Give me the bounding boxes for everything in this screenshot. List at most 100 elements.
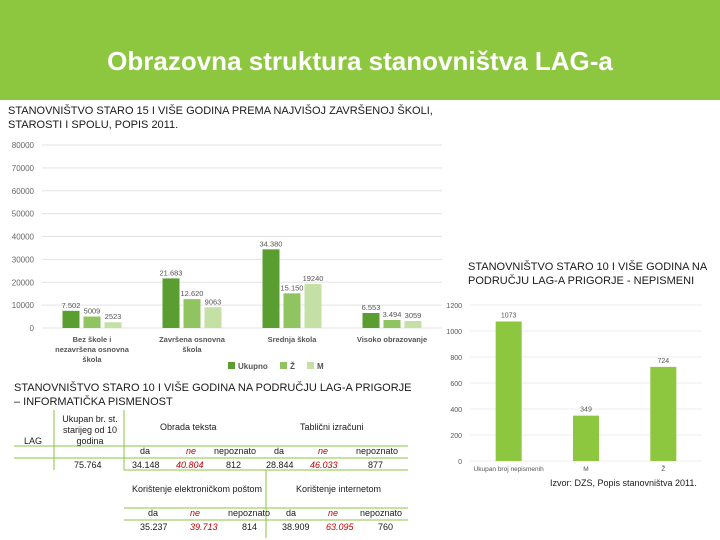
table-title: STANOVNIŠTVO STARO 10 I VIŠE GODINA NA P…	[14, 382, 412, 408]
bar	[204, 307, 222, 328]
title-bar: Obrazovna struktura stanovništva LAG-a	[0, 0, 720, 100]
bar	[83, 316, 101, 328]
text-nepoznato: 812	[226, 460, 242, 470]
category-label: škola	[82, 355, 102, 364]
email-nepoznato: 814	[242, 522, 258, 532]
bar	[573, 415, 599, 461]
data-label: 7.502	[62, 301, 81, 310]
y-tick-label: 50000	[12, 210, 35, 219]
group-header-email: Korištenje elektroničkom poštom	[132, 484, 263, 494]
sub-header-nepoznato: nepoznato	[360, 508, 403, 518]
y-tick-label: 200	[450, 433, 462, 440]
group-header-internet: Korištenje internetom	[296, 484, 382, 494]
total-value: 75.764	[74, 460, 102, 470]
y-tick-label: 400	[450, 407, 462, 414]
bar	[283, 293, 301, 328]
chart2-title: STANOVNIŠTVO STARO 10 I VIŠE GODINA NA P…	[468, 261, 707, 287]
education-bar-chart: 0 10000 20000 30000 40000 50000 60000 70000 8000…	[12, 141, 442, 371]
y-tick-label: 40000	[12, 233, 35, 242]
internet-nepoznato: 760	[378, 522, 394, 532]
category-label: nezavršena osnovna	[55, 345, 130, 354]
category-label: Visoko obrazovanje	[357, 335, 427, 344]
text-ne: 40.804	[176, 460, 204, 470]
bar	[304, 283, 322, 328]
bar	[404, 321, 422, 328]
legend-label: Ž	[290, 362, 295, 371]
source-note: Izvor: DZS, Popis stanovništva 2011.	[550, 478, 697, 488]
bar	[183, 299, 201, 328]
total-header: Ukupan br. st. starijeg od 10 godina	[62, 414, 118, 446]
bar	[650, 366, 677, 461]
y-tick-label: 1200	[446, 303, 462, 310]
table-grid	[14, 410, 408, 538]
bar	[104, 322, 122, 328]
category-label: Bez škole i	[73, 335, 112, 344]
y-tick-label: 30000	[12, 255, 35, 264]
legend-label: Ukupno	[238, 362, 268, 371]
y-tick-label: 60000	[12, 187, 35, 196]
sub-header-ne: ne	[190, 508, 201, 518]
data-label: 6.553	[362, 303, 381, 312]
group-header-text: Obrada teksta	[160, 422, 217, 432]
sub-header-da: da	[148, 508, 159, 518]
sub-header-ne: ne	[328, 508, 339, 518]
data-label: 15.150	[281, 283, 304, 292]
slide-title: Obrazovna struktura stanovništva LAG-a	[107, 46, 613, 76]
bar	[383, 320, 401, 328]
internet-da: 38.909	[282, 522, 310, 532]
sub-header-nepoznato: nepoznato	[228, 508, 271, 518]
y-tick-label: 80000	[12, 141, 35, 150]
sub-header-da: da	[286, 508, 297, 518]
y-tick-label: 1000	[446, 329, 462, 336]
data-label: 12.620	[181, 289, 204, 298]
data-label: 724	[657, 358, 669, 365]
illiteracy-bar-chart: 0 200 400 600 800 1000 1200 1073 Ukupan broj nep…	[446, 303, 702, 473]
data-label: 19240	[303, 274, 324, 283]
data-label: 9063	[205, 297, 222, 306]
sub-header-nepoznato: nepoznato	[214, 446, 257, 456]
legend-swatch	[228, 362, 235, 369]
data-label: 21.683	[160, 268, 183, 277]
data-label: 2523	[105, 312, 122, 321]
bar	[62, 310, 80, 328]
sub-header-ne: ne	[186, 446, 197, 456]
y-tick-label: 800	[450, 355, 462, 362]
category-label: škola	[182, 345, 202, 354]
bar	[362, 313, 380, 328]
category-label: Ukupan broj nepismenih	[474, 466, 544, 473]
tables-nepoznato: 877	[368, 460, 384, 470]
email-ne: 39.713	[190, 522, 218, 532]
legend-swatch	[280, 362, 287, 369]
chart1-title: STANOVNIŠTVO STARO 15 I VIŠE GODINA PREM…	[8, 105, 433, 131]
data-label: 3.494	[383, 310, 402, 319]
y-tick-label: 600	[450, 381, 462, 388]
bar	[495, 321, 522, 461]
y-tick-label: 70000	[12, 164, 35, 173]
category-label: Završena osnovna	[159, 335, 226, 344]
category-label: Srednja škola	[268, 335, 318, 344]
y-tick-label: 10000	[12, 301, 35, 310]
data-label: 5009	[84, 307, 101, 316]
legend-label: M	[317, 362, 324, 371]
tables-da: 28.844	[266, 460, 294, 470]
bar	[262, 249, 280, 328]
category-label: M	[583, 466, 588, 473]
bar	[162, 278, 180, 328]
legend-swatch	[307, 362, 314, 369]
email-da: 35.237	[140, 522, 168, 532]
internet-ne: 63.095	[326, 522, 354, 532]
sub-header-da: da	[274, 446, 285, 456]
y-tick-label: 0	[30, 324, 35, 333]
sub-header-nepoznato: nepoznato	[356, 446, 399, 456]
sub-header-ne: ne	[318, 446, 329, 456]
y-tick-label: 20000	[12, 278, 35, 287]
tables-ne: 46.033	[310, 460, 338, 470]
data-label: 349	[580, 407, 592, 414]
data-label: 34.380	[260, 239, 283, 248]
category-label: Ž	[661, 464, 665, 473]
row-label: LAG	[24, 436, 43, 446]
group-header-tables: Tablični izračuni	[300, 422, 364, 432]
data-label: 3059	[405, 311, 422, 320]
data-label: 1073	[501, 313, 517, 320]
text-da: 34.148	[132, 460, 160, 470]
